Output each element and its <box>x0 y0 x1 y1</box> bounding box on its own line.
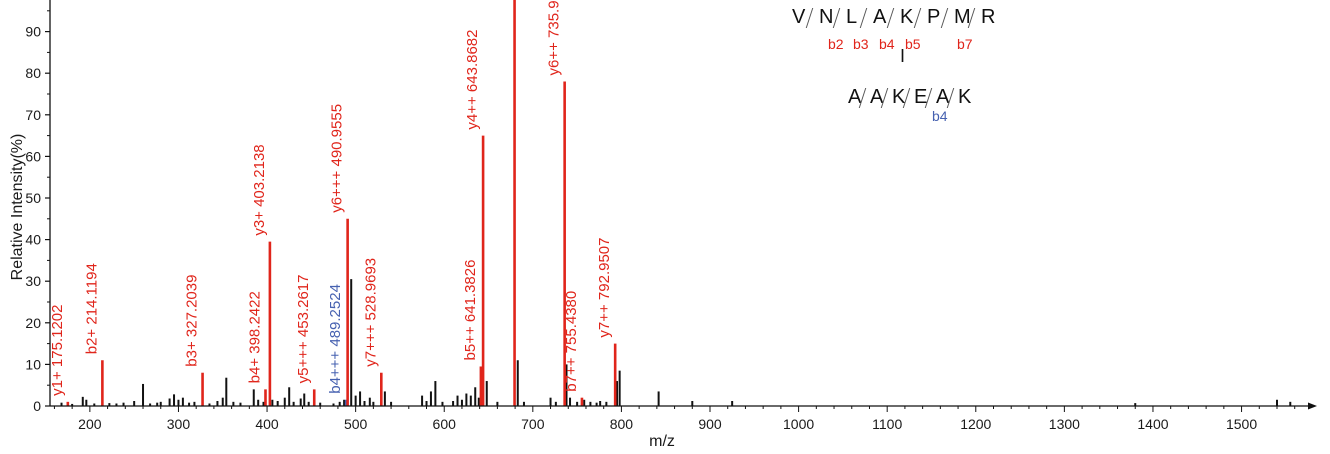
x-axis-arrow <box>1308 402 1317 410</box>
x-tick-label: 600 <box>433 416 457 432</box>
peak-label: y6+++ 490.9555 <box>329 104 346 213</box>
x-tick-label: 1100 <box>872 416 902 432</box>
y-axis-label: Relative Intensity(%) <box>9 134 26 281</box>
y-tick-label: 20 <box>25 315 41 331</box>
x-tick-label: 200 <box>78 416 102 432</box>
residue: N <box>819 6 834 28</box>
peak-label: y7+++ 528.9693 <box>362 258 379 367</box>
x-tick-label: 500 <box>344 416 368 432</box>
x-tick-label: 700 <box>521 416 545 432</box>
peak-label: b2+ 214.1194 <box>83 263 100 354</box>
b-ion-label: b7 <box>957 36 973 52</box>
b-ion-label: b2 <box>828 36 844 52</box>
peak-label: y6++ 735.92 <box>546 0 563 76</box>
axes: 0102030405060708090100200300400500600700… <box>25 0 1317 432</box>
x-tick-label: 1500 <box>1226 416 1257 432</box>
crosslink-glyph: I <box>900 46 906 66</box>
b-ion-label: b3 <box>853 36 869 52</box>
peak-label: b5++ 641.3826 <box>462 260 479 361</box>
x-tick-label: 400 <box>255 416 279 432</box>
y-tick-label: 90 <box>25 24 41 40</box>
residue: P <box>927 6 941 28</box>
peak-label: y4++ 643.8682 <box>464 30 481 130</box>
b-ion-label: b5 <box>905 36 921 52</box>
residue: V <box>792 6 806 28</box>
peak-label: y7++ 792.9507 <box>596 238 613 338</box>
unmatched-peaks <box>60 279 1292 406</box>
b-ion-label: b4 <box>932 108 948 124</box>
y-tick-label: 60 <box>25 148 41 164</box>
x-tick-label: 800 <box>610 416 634 432</box>
x-tick-label: 1200 <box>960 416 991 432</box>
x-tick-label: 1400 <box>1137 416 1168 432</box>
y-tick-label: 50 <box>25 190 41 206</box>
residue: K <box>900 6 914 28</box>
residue: R <box>981 6 996 28</box>
residue: E <box>914 86 928 108</box>
peak-label: b4+++ 489.2524 <box>327 284 344 394</box>
peak-label: y3+ 403.2138 <box>251 144 268 235</box>
x-tick-label: 300 <box>167 416 191 432</box>
y-tick-label: 0 <box>33 398 41 414</box>
residue: A <box>873 6 887 28</box>
y-tick-label: 70 <box>25 107 41 123</box>
b-ion-label: b4 <box>879 36 895 52</box>
x-axis-label: m/z <box>649 433 675 450</box>
peak-labels: y1+ 175.1202 b2+ 214.1194 b3+ 327.2039 b4+ … <box>49 0 613 396</box>
residue: A <box>870 86 884 108</box>
y-tick-label: 80 <box>25 65 41 81</box>
peak-label: y5+++ 453.2617 <box>295 275 312 384</box>
x-tick-label: 900 <box>698 416 722 432</box>
x-tick-label: 1000 <box>783 416 814 432</box>
x-tick-label: 1300 <box>1049 416 1080 432</box>
peak-label: b4+ 398.2422 <box>246 291 263 383</box>
y-tick-label: 30 <box>25 273 41 289</box>
peak-label: b7++ 755.4380 <box>563 291 580 392</box>
residue: A <box>848 86 862 108</box>
matched-peaks <box>66 0 617 406</box>
y-tick-label: 10 <box>25 356 41 372</box>
residue: K <box>958 86 972 108</box>
residue: K <box>892 86 906 108</box>
peak-label: b3+ 327.2039 <box>184 275 201 367</box>
residue: M <box>954 6 971 28</box>
residue: A <box>936 86 950 108</box>
peak-label: y1+ 175.1202 <box>49 304 66 395</box>
residue: L <box>846 6 858 28</box>
y-tick-label: 40 <box>25 232 41 248</box>
